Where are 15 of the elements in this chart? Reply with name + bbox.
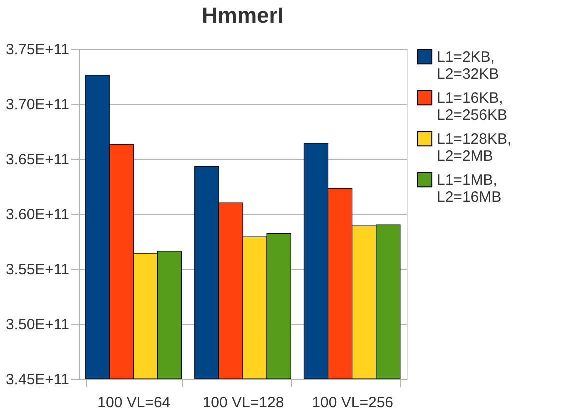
x-tick-label: 100 VL=128 bbox=[202, 394, 284, 412]
chart-title: HmmerI bbox=[202, 3, 284, 28]
y-tick-label: 3.65E+11 bbox=[6, 152, 70, 168]
legend-label: L1=1MB, L2=16MB bbox=[437, 172, 502, 206]
y-tick-label: 3.55E+11 bbox=[6, 262, 70, 278]
x-tick-label: 100 VL=256 bbox=[312, 394, 394, 412]
legend-label: L1=16KB, L2=256KB bbox=[437, 90, 508, 124]
legend-label: L1=2KB, L2=32KB bbox=[437, 49, 500, 83]
y-tick-label: 3.45E+11 bbox=[6, 372, 70, 388]
legend-label: L1=128KB, L2=2MB bbox=[437, 131, 512, 165]
y-tick-label: 3.75E+11 bbox=[6, 42, 70, 58]
x-tick-label: 100 VL=64 bbox=[98, 394, 171, 412]
y-tick-label: 3.70E+11 bbox=[6, 96, 70, 114]
y-tick-label: 3.50E+11 bbox=[6, 316, 70, 334]
y-tick-label: 3.60E+11 bbox=[6, 206, 70, 224]
